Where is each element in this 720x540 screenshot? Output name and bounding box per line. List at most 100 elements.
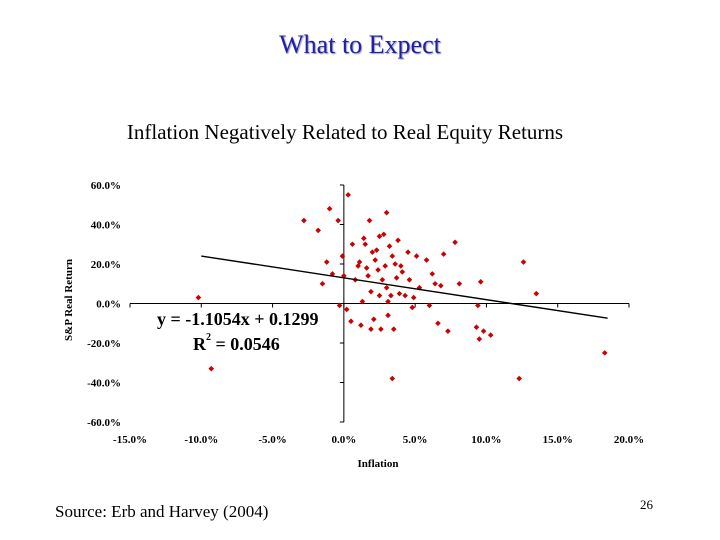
data-point <box>395 237 401 244</box>
y-tick-label: 0.0% <box>96 299 121 311</box>
slide-title: What to Expect <box>279 30 441 59</box>
r-squared-superscript: 2 <box>206 332 211 343</box>
data-point <box>208 365 215 372</box>
data-point <box>359 298 366 305</box>
data-point <box>323 259 330 265</box>
data-point <box>368 326 374 332</box>
data-point <box>429 271 436 277</box>
data-point <box>438 282 444 289</box>
x-tick-label: 15.0% <box>543 434 573 446</box>
data-point <box>426 302 433 309</box>
data-point <box>361 235 367 242</box>
data-point <box>432 280 438 287</box>
data-point <box>386 243 393 250</box>
y-tick-label: 60.0% <box>91 180 121 192</box>
data-point <box>410 294 417 301</box>
data-point <box>363 265 370 271</box>
data-point <box>405 249 411 255</box>
data-point <box>362 241 369 248</box>
data-point <box>406 277 413 283</box>
data-point <box>380 231 387 238</box>
r-squared-label: R2 = 0.0546 <box>193 332 280 354</box>
data-point <box>373 247 380 253</box>
data-point <box>326 205 333 212</box>
data-point <box>487 332 494 338</box>
y-tick-label: -60.0% <box>87 417 121 429</box>
data-point <box>355 263 361 269</box>
data-point <box>516 375 523 382</box>
x-axis-label: Inflation <box>358 458 399 470</box>
y-tick-label: -40.0% <box>87 378 121 390</box>
data-point <box>452 239 458 246</box>
data-point <box>348 318 354 325</box>
x-tick-label: -15.0% <box>113 434 147 446</box>
data-point <box>520 259 527 265</box>
data-point <box>402 292 408 299</box>
data-point <box>369 249 376 255</box>
data-point <box>383 209 390 216</box>
data-point <box>399 269 406 275</box>
data-point <box>533 290 540 297</box>
data-point <box>376 233 383 240</box>
data-point <box>423 257 430 263</box>
data-point <box>358 322 364 329</box>
data-point <box>382 263 389 269</box>
data-point <box>456 280 463 287</box>
data-point <box>365 273 371 279</box>
r-squared-base: R <box>193 334 207 354</box>
chart-subtitle: Inflation Negatively Related to Real Equ… <box>126 120 564 144</box>
data-point <box>383 284 390 291</box>
data-point <box>392 261 398 267</box>
data-point <box>475 302 481 309</box>
trend-layer <box>201 255 608 319</box>
data-point <box>396 290 403 297</box>
data-point <box>389 253 396 259</box>
data-point <box>440 251 447 257</box>
data-point <box>435 320 441 327</box>
data-point <box>341 273 347 279</box>
data-point <box>389 375 396 382</box>
data-point <box>356 259 363 265</box>
data-point <box>409 304 416 311</box>
data-point <box>378 326 384 332</box>
data-point <box>315 227 321 234</box>
x-tick-label: 20.0% <box>614 434 644 446</box>
data-point <box>375 267 381 273</box>
data-point <box>385 298 391 305</box>
data-point <box>343 306 350 313</box>
data-point <box>379 277 386 283</box>
data-point <box>368 288 374 295</box>
data-point <box>445 328 451 334</box>
x-tick-label: 5.0% <box>403 434 428 446</box>
x-tick-label: 10.0% <box>471 434 501 446</box>
data-point <box>370 316 377 323</box>
x-tick-label: 0.0% <box>331 434 356 446</box>
data-point <box>349 241 356 248</box>
data-point <box>413 253 420 259</box>
data-point <box>385 312 391 319</box>
source-note: Source: Erb and Harvey (2004) <box>55 502 269 521</box>
data-point <box>335 217 341 224</box>
data-point <box>398 263 404 269</box>
data-point <box>476 336 483 342</box>
data-point <box>301 217 307 224</box>
data-point <box>339 253 346 259</box>
axes-layer: 60.0%40.0%20.0%0.0%-20.0%-40.0%-60.0%-15… <box>87 180 644 446</box>
x-tick-label: -10.0% <box>184 434 218 446</box>
data-point <box>195 294 202 301</box>
data-point <box>480 328 487 334</box>
data-point <box>477 278 484 285</box>
y-tick-label: 40.0% <box>91 220 121 232</box>
data-point <box>473 324 480 330</box>
y-tick-label: 20.0% <box>91 259 121 271</box>
x-tick-label: -5.0% <box>258 434 286 446</box>
data-point <box>336 302 343 309</box>
y-axis-label: S&P Real Return <box>63 259 75 341</box>
trendline-equation: y = -1.1054x + 0.1299 <box>157 309 319 329</box>
y-tick-label: -20.0% <box>87 338 121 350</box>
data-point <box>601 350 608 356</box>
data-point <box>390 326 397 332</box>
data-point <box>376 292 383 299</box>
trendline <box>201 255 608 319</box>
